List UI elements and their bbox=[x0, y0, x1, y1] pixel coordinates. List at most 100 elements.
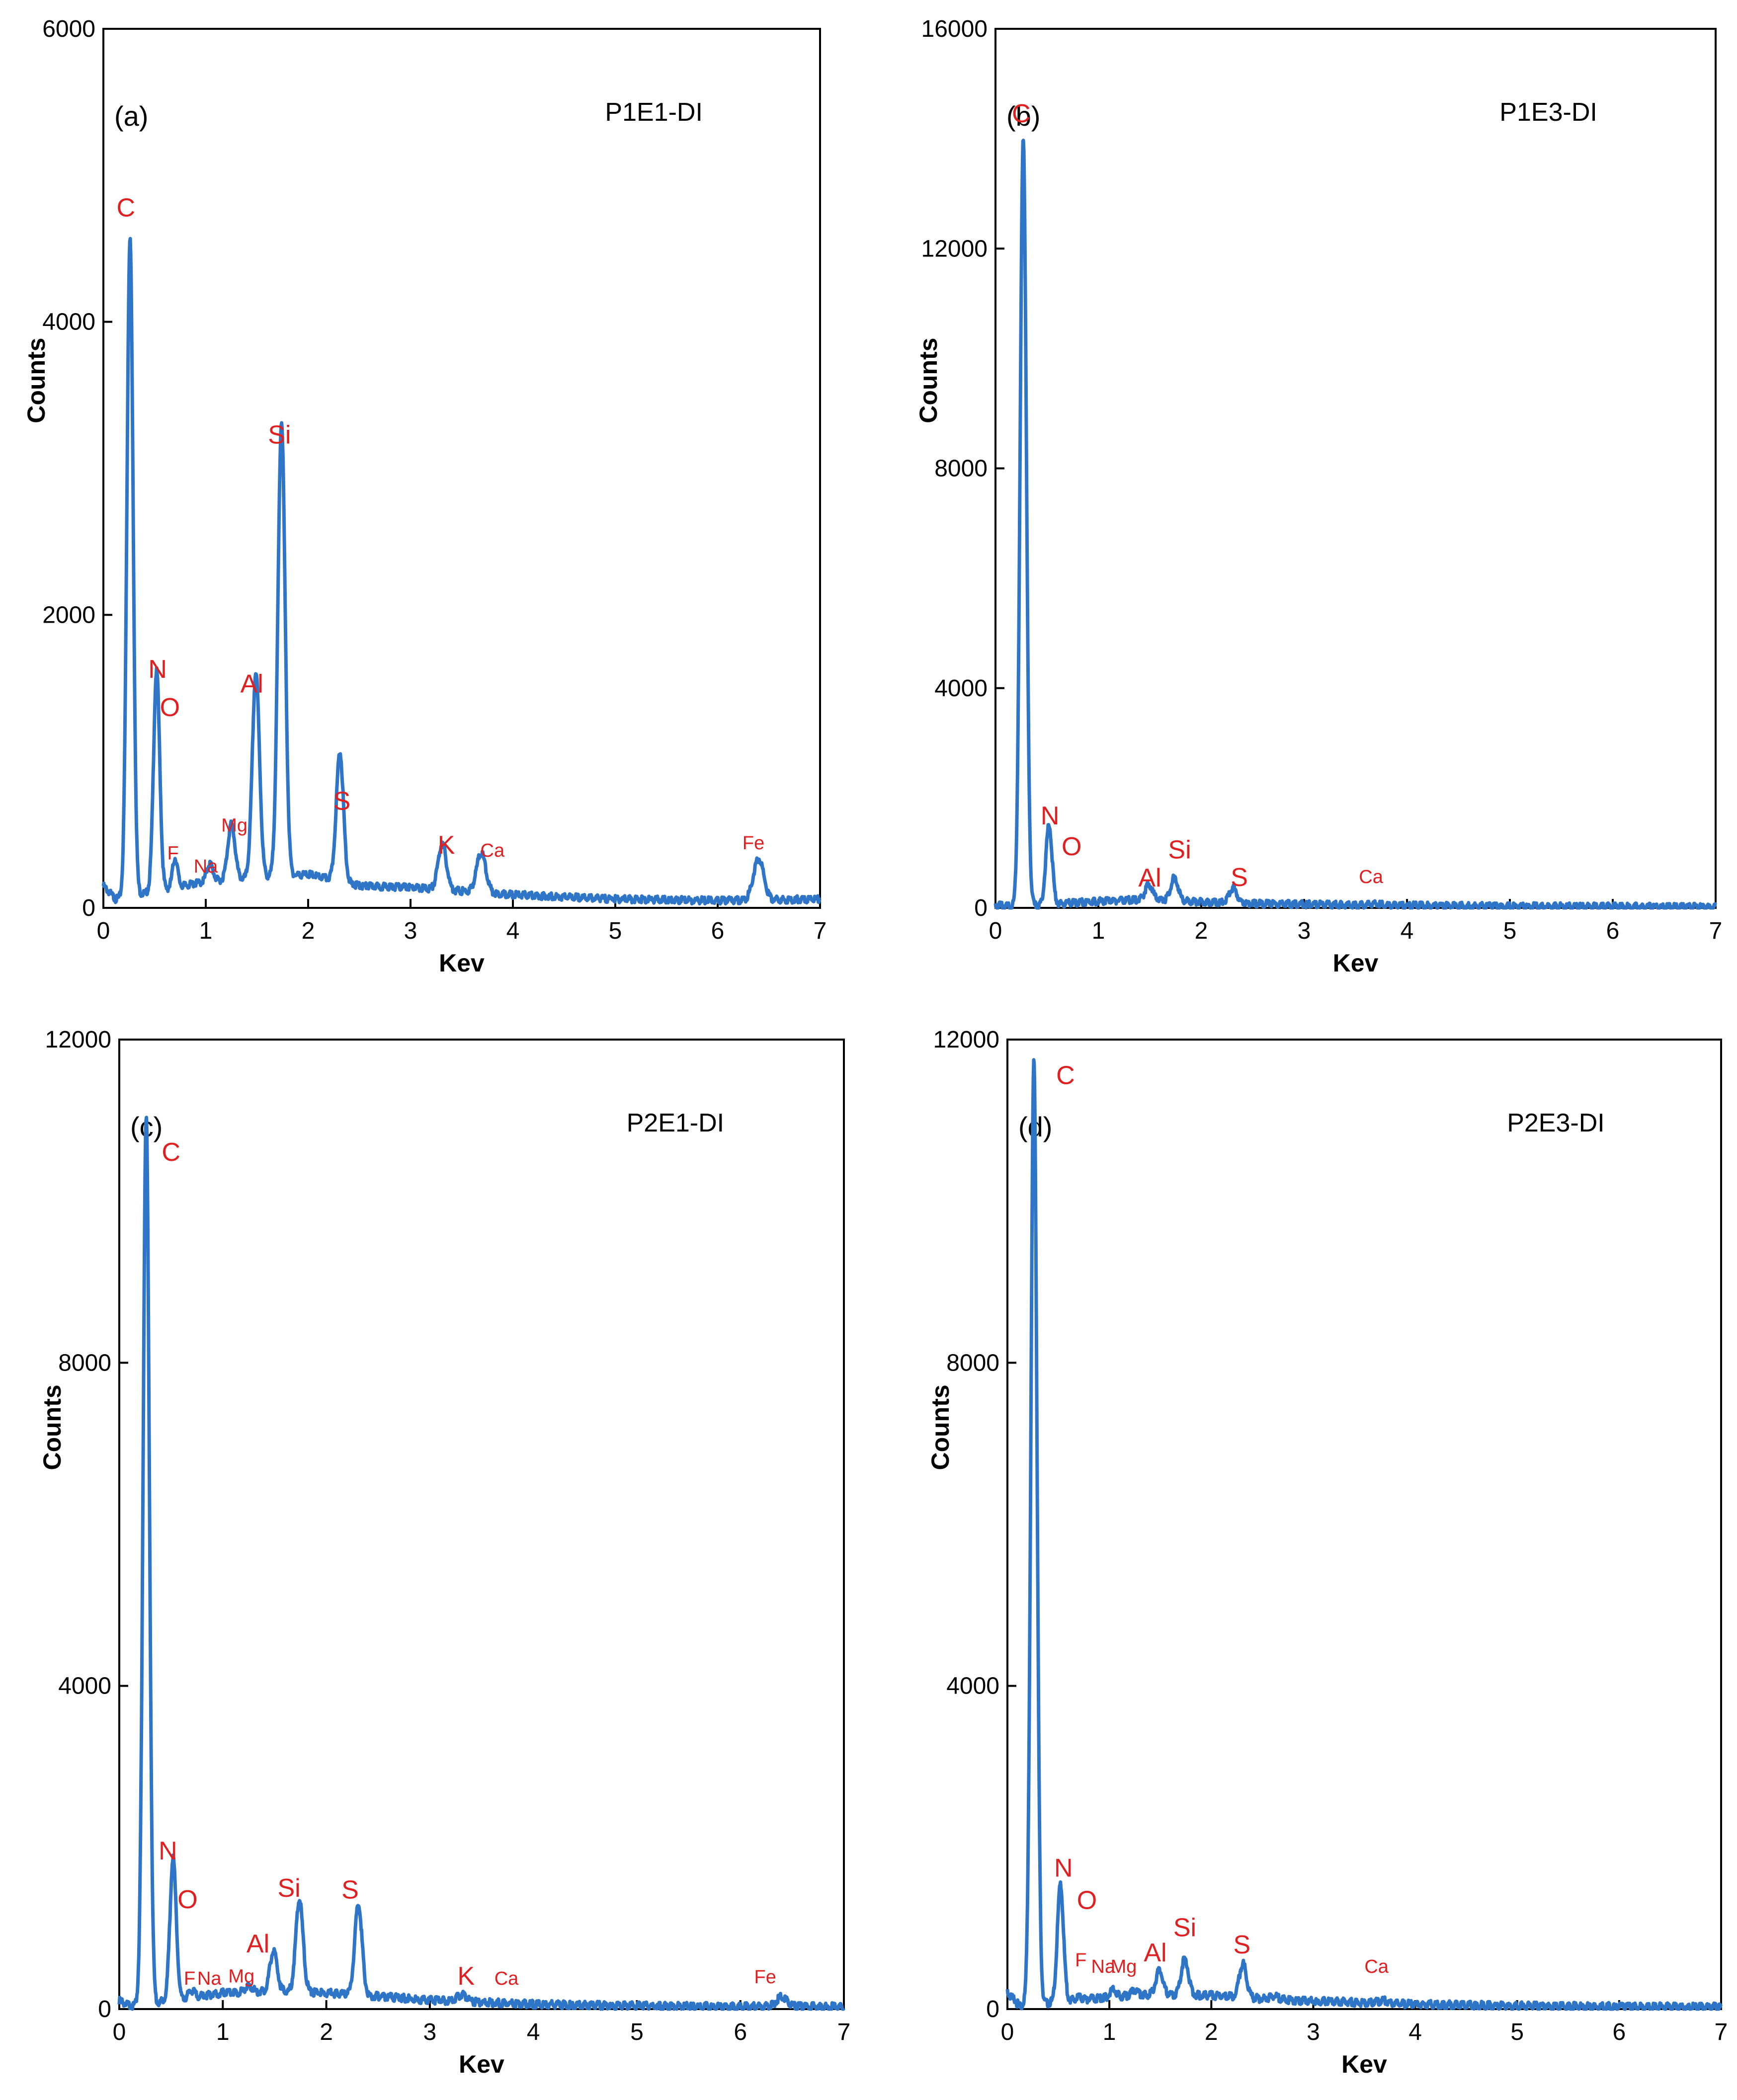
x-axis-label: Kev bbox=[1333, 949, 1379, 977]
peak-label-fe: Fe bbox=[743, 833, 764, 854]
peak-label-c: C bbox=[117, 193, 136, 222]
peak-label-s: S bbox=[333, 787, 351, 815]
peak-label-n: N bbox=[159, 1837, 177, 1865]
y-tick-label: 8000 bbox=[946, 1350, 999, 1376]
x-tick-label: 7 bbox=[814, 918, 827, 944]
peak-label-ca: Ca bbox=[481, 840, 505, 861]
peak-label-k: K bbox=[438, 831, 455, 860]
peak-label-o: O bbox=[1077, 1886, 1097, 1915]
x-tick-label: 4 bbox=[1408, 2019, 1422, 2045]
peak-label-s: S bbox=[1233, 1931, 1250, 1959]
peak-label-fe: Fe bbox=[754, 1967, 776, 1988]
x-tick-label: 3 bbox=[1298, 918, 1311, 944]
spectrum-line bbox=[101, 237, 822, 906]
peak-label-al: Al bbox=[241, 670, 263, 699]
y-tick-label: 2000 bbox=[42, 602, 95, 628]
x-tick-label: 4 bbox=[527, 2019, 540, 2045]
plot-frame bbox=[118, 1039, 845, 2010]
x-tick-label: 2 bbox=[302, 918, 315, 944]
panel-label: (b) bbox=[1006, 100, 1040, 132]
peak-label-al: Al bbox=[1144, 1938, 1166, 1967]
x-tick-label: 3 bbox=[1307, 2019, 1320, 2045]
peak-label-ca: Ca bbox=[1359, 867, 1383, 888]
panel-a: 0 1 2 3 4 5 6 7 0 2000 4000 6000 Kev Counts (a) P1E1-DI… bbox=[22, 16, 827, 977]
spectrum-line bbox=[1005, 1058, 1723, 2011]
x-tick-label: 7 bbox=[1709, 918, 1723, 944]
x-tick-label: 0 bbox=[97, 918, 110, 944]
x-tick-label: 0 bbox=[113, 2019, 126, 2045]
sample-label: P1E3-DI bbox=[1499, 98, 1597, 127]
y-tick-label: 4000 bbox=[946, 1673, 999, 1699]
x-tick-label: 1 bbox=[1092, 918, 1105, 944]
peak-label-s: S bbox=[341, 1875, 359, 1904]
y-axis-label: Counts bbox=[926, 1384, 954, 1470]
peak-label-na: Na bbox=[197, 1968, 222, 1989]
y-tick-label: 8000 bbox=[934, 456, 988, 482]
peak-label-mg: Mg bbox=[221, 815, 248, 836]
peak-label-f: F bbox=[167, 843, 178, 864]
x-tick-label: 2 bbox=[320, 2019, 333, 2045]
x-tick-label: 6 bbox=[734, 2019, 747, 2045]
peak-label-ca: Ca bbox=[1364, 1956, 1389, 1977]
peak-label-c: C bbox=[1056, 1061, 1075, 1090]
x-tick-label: 2 bbox=[1195, 918, 1208, 944]
sample-label: P2E3-DI bbox=[1507, 1109, 1605, 1137]
peak-label-f: F bbox=[184, 1968, 195, 1989]
y-axis-label: Counts bbox=[914, 337, 942, 423]
y-tick-label: 0 bbox=[98, 1996, 111, 2022]
x-tick-label: 2 bbox=[1205, 2019, 1218, 2045]
x-tick-label: 3 bbox=[404, 918, 417, 944]
y-tick-label: 0 bbox=[82, 895, 95, 921]
peak-label-si: Si bbox=[1173, 1914, 1196, 1942]
y-tick-label: 4000 bbox=[58, 1673, 111, 1699]
x-tick-label: 1 bbox=[199, 918, 213, 944]
peak-label-si: Si bbox=[268, 420, 291, 449]
peak-label-al: Al bbox=[1138, 864, 1161, 892]
x-tick-label: 7 bbox=[837, 2019, 851, 2045]
peak-label-mg: Mg bbox=[228, 1966, 254, 1987]
x-tick-label: 5 bbox=[630, 2019, 644, 2045]
x-tick-label: 3 bbox=[423, 2019, 437, 2045]
x-tick-label: 6 bbox=[1606, 918, 1620, 944]
x-axis-label: Kev bbox=[439, 949, 485, 977]
x-tick-label: 5 bbox=[609, 918, 622, 944]
spectrum-line bbox=[117, 1116, 846, 2011]
spectrum-line bbox=[993, 139, 1718, 910]
y-tick-label: 0 bbox=[986, 1996, 999, 2022]
x-tick-label: 0 bbox=[1001, 2019, 1014, 2045]
plot-frame bbox=[102, 28, 821, 909]
y-axis-label: Counts bbox=[38, 1384, 66, 1470]
y-tick-label: 16000 bbox=[921, 16, 988, 42]
peak-label-na: Na bbox=[1091, 1956, 1116, 1977]
peak-label-s: S bbox=[1231, 863, 1248, 892]
x-tick-label: 7 bbox=[1715, 2019, 1728, 2045]
x-tick-label: 4 bbox=[506, 918, 520, 944]
x-tick-label: 5 bbox=[1503, 918, 1517, 944]
peak-label-n: N bbox=[1041, 802, 1060, 830]
x-tick-label: 0 bbox=[989, 918, 1002, 944]
sample-label: P2E1-DI bbox=[627, 1109, 725, 1137]
x-axis-label: Kev bbox=[459, 2050, 504, 2078]
peak-label-c: C bbox=[1012, 99, 1031, 128]
peak-label-n: N bbox=[1054, 1854, 1073, 1882]
y-tick-label: 6000 bbox=[42, 16, 95, 42]
peak-label-o: O bbox=[1062, 832, 1081, 861]
y-tick-label: 12000 bbox=[45, 1027, 111, 1053]
peak-label-si: Si bbox=[1168, 835, 1191, 864]
peak-label-ca: Ca bbox=[495, 1968, 519, 1989]
sample-label: P1E1-DI bbox=[605, 98, 703, 127]
y-tick-label: 8000 bbox=[58, 1350, 111, 1376]
y-tick-label: 12000 bbox=[933, 1027, 999, 1053]
y-tick-label: 4000 bbox=[42, 309, 95, 335]
x-tick-label: 1 bbox=[1103, 2019, 1116, 2045]
x-tick-label: 1 bbox=[216, 2019, 230, 2045]
peak-label-c: C bbox=[162, 1138, 180, 1167]
plot-frame bbox=[994, 28, 1717, 909]
peak-label-al: Al bbox=[247, 1930, 269, 1958]
panel-b: 0 1 2 3 4 5 6 7 0 4000 8000 12000 16000 Kev Counts (b) P… bbox=[914, 16, 1722, 977]
x-tick-label: 6 bbox=[711, 918, 725, 944]
y-axis-label: Counts bbox=[22, 337, 50, 423]
peak-label-mg: Mg bbox=[1110, 1956, 1137, 1977]
